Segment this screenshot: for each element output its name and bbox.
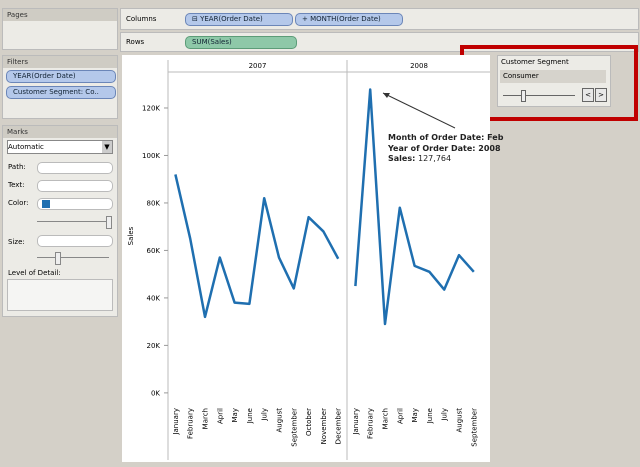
pages-title: Pages (3, 9, 117, 21)
pages-panel: Pages (2, 8, 118, 50)
color-field[interactable] (37, 198, 113, 210)
tooltip-line: Month of Order Date: Feb (388, 133, 504, 142)
text-field[interactable] (37, 180, 113, 192)
mark-type[interactable]: Automatic ▼ (7, 140, 113, 154)
y-tick-label: 20K (147, 342, 161, 350)
segment-title: Customer Segment (501, 58, 569, 66)
size-field[interactable] (37, 235, 113, 247)
prev-button[interactable]: < (582, 88, 594, 102)
rows-label: Rows (126, 38, 145, 46)
pane-title: 2007 (249, 62, 267, 70)
mark-type-text: Automatic (8, 143, 44, 151)
path-label: Path: (8, 163, 26, 171)
marks-title: Marks (3, 126, 117, 138)
x-tick-label: May (231, 408, 239, 422)
x-tick-label: July (441, 408, 449, 422)
segment-value[interactable]: Consumer (500, 70, 606, 83)
lod-box[interactable] (7, 279, 113, 311)
chart-bg (122, 55, 490, 462)
segment-slider[interactable] (503, 95, 575, 96)
text-label: Text: (8, 181, 25, 189)
x-tick-label: January (352, 408, 360, 436)
columns-label: Columns (126, 15, 157, 23)
x-tick-label: February (367, 408, 375, 439)
color-label: Color: (8, 199, 29, 207)
column-pill[interactable]: + MONTH(Order Date) (295, 13, 403, 26)
size-thumb[interactable] (55, 252, 61, 265)
x-tick-label: February (187, 408, 195, 439)
filters-title: Filters (3, 56, 117, 68)
tooltip-line: Sales: (388, 154, 415, 163)
size-label: Size: (8, 238, 25, 246)
line (174, 174, 340, 319)
y-tick-label: 0K (151, 389, 160, 397)
size-slider[interactable] (37, 257, 109, 258)
pane-title: 2008 (410, 62, 428, 70)
column-pill[interactable]: ⊟ YEAR(Order Date) (185, 13, 293, 26)
x-tick-label: August (456, 408, 464, 433)
x-tick-label: September (470, 408, 478, 447)
y-tick-label: 80K (147, 199, 161, 207)
arrowhead (383, 93, 390, 98)
x-tick-label: March (382, 408, 390, 429)
y-tick-label: 120K (142, 104, 160, 112)
pill-text: MONTH(Order Date) (310, 15, 381, 23)
y-tick-label: 40K (147, 294, 161, 302)
x-tick-label: June (246, 408, 254, 424)
x-tick-label: August (276, 408, 284, 433)
line (354, 88, 475, 326)
x-tick-label: December (335, 408, 343, 444)
row-pill[interactable]: SUM(Sales) (185, 36, 297, 49)
x-tick-label: October (305, 408, 313, 436)
x-tick-label: May (411, 408, 419, 422)
filter-pill[interactable]: YEAR(Order Date) (6, 70, 116, 83)
x-tick-label: January (172, 408, 180, 436)
x-tick-label: April (396, 408, 404, 424)
x-tick-label: April (216, 408, 224, 424)
marks-panel: Marks Automatic ▼ Path: Text: Color: Size… (2, 125, 118, 317)
next-button[interactable]: > (595, 88, 607, 102)
y-tick-label: 60K (147, 247, 161, 255)
color-swatch (42, 200, 50, 208)
tooltip-line: Year of Order Date: 2008 (387, 144, 501, 153)
slider[interactable] (37, 221, 109, 222)
tooltip-value: 127,764 (418, 154, 451, 163)
filters-panel: Filters YEAR(Order Date) Customer Segmen… (2, 55, 118, 119)
y-axis-label: Sales (127, 226, 135, 245)
y-tick-label: 100K (142, 152, 160, 160)
segment-filter: Customer Segment Consumer < > (497, 55, 611, 107)
x-tick-label: November (320, 408, 328, 445)
x-tick-label: September (290, 408, 298, 447)
path-field[interactable] (37, 162, 113, 174)
lod-label: Level of Detail: (8, 269, 61, 277)
x-tick-label: June (426, 408, 434, 424)
pill-text: YEAR(Order Date) (200, 15, 263, 23)
filter-pill[interactable]: Customer Segment: Co.. (6, 86, 116, 99)
slider-thumb[interactable] (106, 216, 112, 229)
tooltip-arrow (382, 92, 456, 129)
x-tick-label: March (202, 408, 210, 429)
segment-thumb[interactable] (521, 90, 526, 102)
x-tick-label: July (261, 408, 269, 422)
columns-shelf: Columns ⊟ YEAR(Order Date) + MONTH(Order… (120, 8, 639, 30)
dropdown-arrow[interactable]: ▼ (102, 141, 112, 153)
